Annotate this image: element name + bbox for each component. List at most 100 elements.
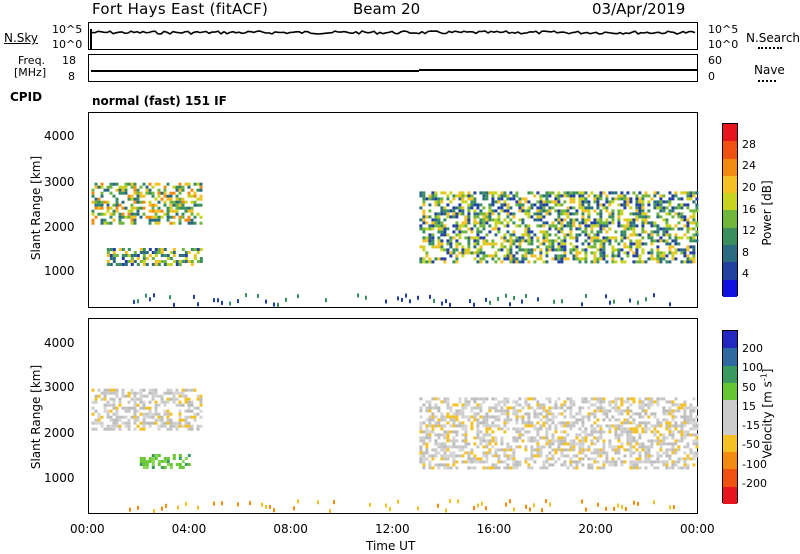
heatmap-cell — [578, 197, 582, 201]
colorbar-segment — [723, 193, 737, 211]
heatmap-cell — [160, 466, 164, 469]
heatmap-cell — [578, 418, 582, 422]
heatmap-cell — [617, 418, 621, 422]
heatmap-cell — [605, 409, 609, 413]
heatmap-cell — [157, 209, 161, 213]
heatmap-cell — [428, 424, 432, 428]
heatmap-cell — [665, 239, 669, 243]
heatmap-cell — [566, 442, 570, 446]
heatmap-cell — [494, 221, 498, 225]
heatmap-cell — [527, 421, 531, 425]
heatmap-cell — [554, 424, 558, 428]
heatmap-cell — [578, 445, 582, 449]
heatmap-cell — [554, 209, 558, 213]
heatmap-cell — [626, 409, 630, 413]
heatmap-cell — [154, 457, 158, 460]
heatmap-cell — [605, 221, 609, 225]
heatmap-cell — [605, 412, 609, 416]
heatmap-cell — [181, 391, 185, 395]
heatmap-cell — [163, 403, 167, 407]
heatmap-cell — [539, 466, 543, 470]
heatmap-cell — [578, 200, 582, 204]
heatmap-cell — [614, 400, 618, 404]
heatmap-cell — [175, 206, 179, 210]
heatmap-cell — [527, 466, 531, 470]
heatmap-cell — [566, 454, 570, 458]
heatmap-cell — [551, 415, 555, 419]
heatmap-cell — [479, 260, 483, 264]
heatmap-cell — [587, 233, 591, 237]
heatmap-cell — [563, 454, 567, 458]
noise-cell — [629, 298, 631, 303]
heatmap-cell — [175, 200, 179, 204]
heatmap-cell — [142, 421, 146, 425]
heatmap-cell — [133, 200, 137, 204]
heatmap-cell — [482, 212, 486, 216]
heatmap-cell — [443, 227, 447, 231]
heatmap-cell — [452, 457, 456, 461]
heatmap-cell — [503, 239, 507, 243]
heatmap-cell — [665, 242, 669, 246]
heatmap-cell — [668, 197, 672, 201]
heatmap-cell — [644, 424, 648, 428]
heatmap-cell — [530, 242, 534, 246]
heatmap-cell — [695, 433, 699, 437]
noise-cell — [293, 506, 295, 511]
heatmap-cell — [443, 400, 447, 404]
heatmap-cell — [656, 457, 660, 461]
heatmap-cell — [437, 397, 441, 401]
heatmap-cell — [473, 454, 477, 458]
heatmap-cell — [539, 445, 543, 449]
heatmap-cell — [485, 445, 489, 449]
heatmap-cell — [572, 218, 576, 222]
heatmap-cell — [683, 251, 687, 255]
heatmap-cell — [115, 409, 119, 413]
heatmap-cell — [130, 415, 134, 419]
heatmap-cell — [608, 403, 612, 407]
heatmap-cell — [557, 230, 561, 234]
heatmap-cell — [626, 439, 630, 443]
heatmap-cell — [434, 203, 438, 207]
heatmap-cell — [151, 215, 155, 219]
heatmap-cell — [127, 421, 131, 425]
heatmap-cell — [602, 463, 606, 467]
heatmap-cell — [635, 245, 639, 249]
power-ytick-1000: 1000 — [44, 264, 75, 278]
heatmap-cell — [440, 454, 444, 458]
heatmap-cell — [641, 230, 645, 234]
heatmap-cell — [488, 218, 492, 222]
heatmap-cell — [632, 466, 636, 470]
heatmap-cell — [617, 409, 621, 413]
heatmap-cell — [680, 197, 684, 201]
heatmap-cell — [136, 424, 140, 428]
heatmap-cell — [644, 409, 648, 413]
heatmap-cell — [503, 460, 507, 464]
heatmap-cell — [575, 460, 579, 464]
heatmap-cell — [626, 400, 630, 404]
heatmap-cell — [668, 442, 672, 446]
heatmap-cell — [446, 412, 450, 416]
heatmap-cell — [518, 460, 522, 464]
heatmap-cell — [422, 200, 426, 204]
power-panel — [88, 112, 699, 308]
heatmap-cell — [497, 466, 501, 470]
heatmap-cell — [575, 248, 579, 252]
heatmap-cell — [599, 212, 603, 216]
heatmap-cell — [599, 245, 603, 249]
heatmap-cell — [569, 233, 573, 237]
heatmap-cell — [121, 206, 125, 210]
heatmap-cell — [467, 191, 471, 195]
heatmap-cell — [175, 203, 179, 207]
heatmap-cell — [491, 430, 495, 434]
heatmap-cell — [503, 257, 507, 261]
heatmap-cell — [620, 257, 624, 261]
heatmap-cell — [605, 230, 609, 234]
heatmap-cell — [500, 191, 504, 195]
heatmap-cell — [593, 415, 597, 419]
heatmap-cell — [626, 433, 630, 437]
heatmap-cell — [470, 206, 474, 210]
heatmap-cell — [518, 433, 522, 437]
heatmap-cell — [629, 463, 633, 467]
noise-cell — [481, 501, 483, 506]
heatmap-cell — [611, 448, 615, 452]
